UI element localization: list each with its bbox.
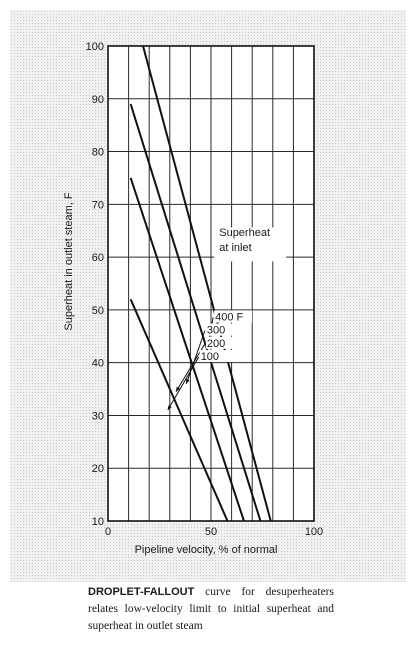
figure-panel: 10 20 30 40 50 60 70 80 90 100 0 50 100 Superheat at … xyxy=(10,10,406,582)
y-tick-label: 50 xyxy=(92,305,104,317)
caption-text: curve for desuperheaters relates low-vel… xyxy=(88,586,334,632)
y-tick-label: 40 xyxy=(92,358,104,370)
legend-title-line: Superheat xyxy=(219,227,270,239)
x-tick-label: 50 xyxy=(205,526,217,538)
series-label-bg xyxy=(214,310,253,323)
y-tick-label: 100 xyxy=(86,41,104,53)
series-line xyxy=(129,103,262,522)
series-label: 400 F xyxy=(215,311,243,323)
y-tick-label: 20 xyxy=(92,463,104,475)
series-label-arrowhead xyxy=(185,378,190,384)
series-label-arrowhead xyxy=(167,405,172,411)
y-tick-label: 80 xyxy=(92,147,104,159)
y-tick-label: 60 xyxy=(92,252,104,264)
y-axis-title: Superheat in outlet steam, F xyxy=(63,192,75,330)
plot-frame xyxy=(107,45,315,522)
legend-title-bg xyxy=(214,227,287,262)
y-tick-label: 10 xyxy=(92,516,104,528)
series-label: 300 xyxy=(207,325,225,337)
series-label-leader xyxy=(167,356,200,411)
series-label-arrowhead xyxy=(175,386,181,392)
caption-lead: DROPLET-FALLOUT xyxy=(88,586,195,598)
series-label-bg xyxy=(205,323,244,336)
series-line xyxy=(129,177,245,522)
y-tick-label: 70 xyxy=(92,199,104,211)
legend-title-line: at inlet xyxy=(219,242,251,254)
series-label: 100 xyxy=(201,351,219,363)
y-tick-label: 30 xyxy=(92,410,104,422)
series-label: 200 xyxy=(207,338,225,350)
series-line xyxy=(142,45,272,522)
series-label-leader xyxy=(185,330,206,384)
y-tick-label: 90 xyxy=(92,94,104,106)
droplet-fallout-chart: 10 20 30 40 50 60 70 80 90 100 0 50 100 Superheat at … xyxy=(63,41,323,556)
x-tick-label: 100 xyxy=(305,526,323,538)
series-label-bg xyxy=(199,350,238,363)
x-tick-label: 0 xyxy=(105,526,111,538)
series-line xyxy=(129,298,229,522)
figure-caption: DROPLET-FALLOUT curve for desuperheaters… xyxy=(88,584,334,635)
series-label-bg xyxy=(205,336,244,349)
x-axis-title: Pipeline velocity, % of normal xyxy=(135,544,278,556)
